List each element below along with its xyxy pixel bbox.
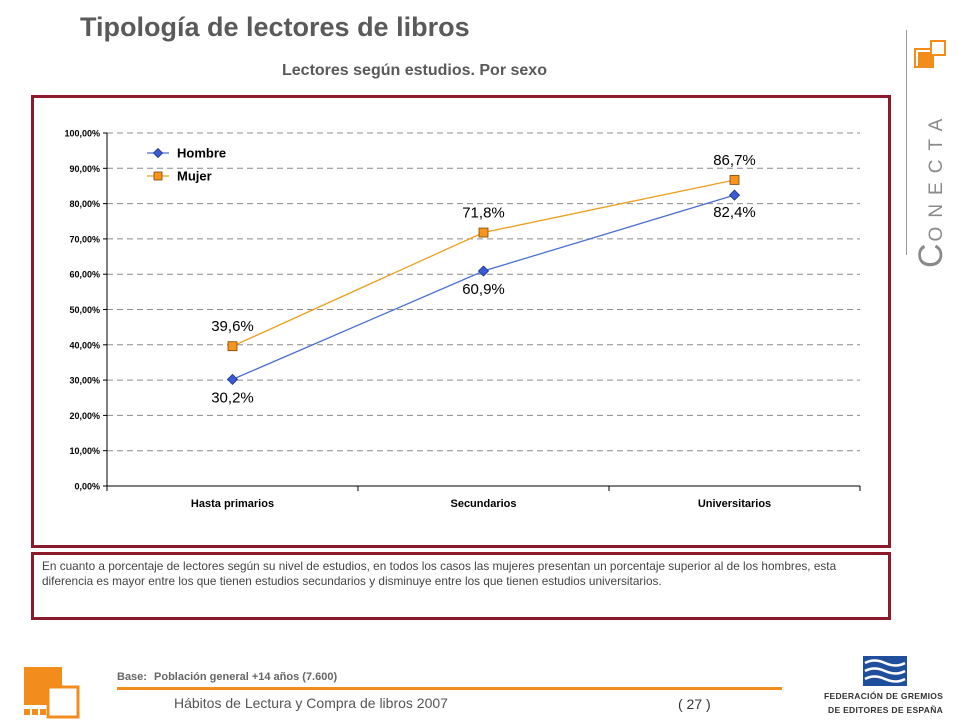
data-point-hombre — [728, 189, 741, 201]
brand-square-large — [914, 48, 934, 68]
x-tick-label: Secundarios — [450, 498, 516, 510]
brand-square-small — [930, 40, 946, 56]
legend-label-mujer: Mujer — [177, 169, 212, 184]
legend-marker-mujer — [153, 171, 163, 181]
chart-frame: 0,00% 10,00% 20,00% 30,00% 40,00% 50,00% 60,00… — [31, 95, 891, 548]
base-value: Población general +14 años (7.600) — [154, 671, 338, 683]
brand-square-fill — [918, 52, 932, 66]
line-chart: 0,00% 10,00% 20,00% 30,00% 40,00% 50,00% 60,00… — [64, 129, 861, 510]
federation-logo: FEDERACIÓN DE GREMIOS DE EDITORES DE ESP… — [820, 656, 950, 718]
legend-label-hombre: Hombre — [177, 146, 226, 161]
y-tick-label: 90,00% — [69, 164, 100, 174]
footer-rule — [117, 687, 782, 690]
page-title: Tipología de lectores de libros — [80, 12, 470, 42]
federation-name-line2: DE EDITORES DE ESPAÑA — [828, 705, 944, 715]
data-point-hombre — [226, 373, 239, 385]
data-label-mujer: 39,6% — [211, 318, 254, 335]
base-note: Base: Población general +14 años (7.600) — [117, 671, 337, 683]
y-tick-label: 100,00% — [64, 129, 100, 139]
y-tick-label: 0,00% — [74, 482, 100, 492]
y-tick-label: 40,00% — [69, 340, 100, 350]
data-label-mujer: 86,7% — [713, 152, 756, 169]
data-label-hombre: 30,2% — [211, 389, 254, 406]
data-label-hombre: 60,9% — [462, 281, 505, 298]
y-tick-label: 30,00% — [69, 376, 100, 386]
page-number: ( 27 ) — [678, 696, 711, 712]
document-title: Hábitos de Lectura y Compra de libros 20… — [174, 695, 448, 711]
squares-logo-icon — [24, 667, 80, 719]
data-point-mujer — [478, 227, 489, 238]
chart-subtitle: Lectores según estudios. Por sexo — [282, 62, 547, 79]
data-point-hombre — [477, 265, 490, 277]
x-tick-label: Hasta primarios — [191, 498, 274, 510]
data-label-hombre: 82,4% — [713, 204, 756, 221]
x-tick-label: Universitarios — [698, 498, 771, 510]
data-label-mujer: 71,8% — [462, 205, 505, 222]
data-point-mujer — [227, 341, 238, 352]
commentary-box: En cuanto a porcentaje de lectores según… — [31, 552, 891, 620]
y-tick-label: 60,00% — [69, 270, 100, 280]
commentary-text: En cuanto a porcentaje de lectores según… — [42, 559, 837, 588]
y-tick-label: 10,00% — [69, 446, 100, 456]
conecta-logo: CONECTA — [900, 30, 956, 270]
base-label: Base: — [117, 671, 147, 683]
federation-name-line1: FEDERACIÓN DE GREMIOS — [824, 691, 944, 701]
y-tick-label: 20,00% — [69, 411, 100, 421]
data-point-mujer — [729, 175, 740, 185]
brand-wordmark: CONECTA — [912, 109, 950, 268]
waves-icon — [863, 656, 907, 686]
legend-marker-hombre — [152, 147, 164, 159]
y-tick-label: 80,00% — [69, 199, 100, 209]
y-tick-label: 70,00% — [69, 234, 100, 244]
brand-divider — [906, 30, 907, 255]
y-tick-label: 50,00% — [69, 305, 100, 315]
